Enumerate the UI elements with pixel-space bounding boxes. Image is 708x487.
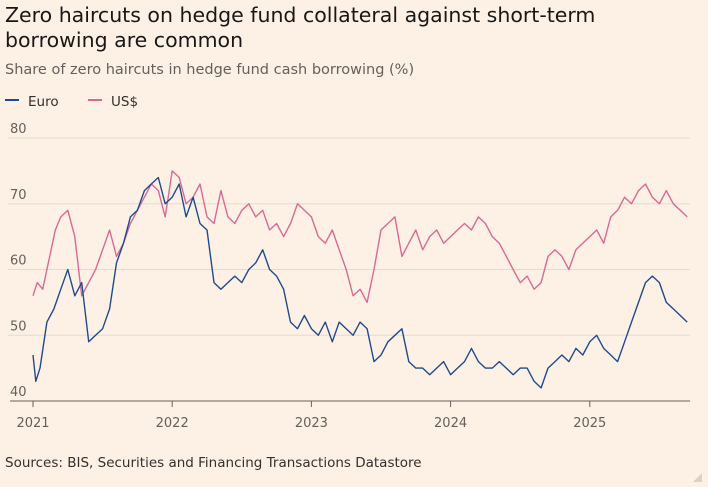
y-tick-label: 70: [10, 188, 27, 203]
x-tick-label: 2025: [573, 416, 606, 431]
x-tick-label: 2021: [16, 416, 49, 431]
legend-swatch-usd: [88, 99, 102, 101]
legend-label-usd: US$: [111, 94, 139, 110]
resize-corner-icon: [693, 473, 702, 482]
y-tick-label: 40: [10, 385, 27, 400]
legend-label-euro: Euro: [28, 94, 59, 110]
x-tick-label: 2022: [156, 416, 189, 431]
chart-subtitle: Share of zero haircuts in hedge fund cas…: [5, 62, 415, 78]
source-note: Sources: BIS, Securities and Financing T…: [5, 455, 422, 471]
x-tick-label: 2023: [295, 416, 328, 431]
chart-title: Zero haircuts on hedge fund collateral a…: [5, 3, 596, 52]
series-line-euro: [32, 176, 688, 389]
y-tick-label: 60: [10, 254, 27, 269]
legend-item-euro: Euro: [5, 94, 59, 110]
legend-item-usd: US$: [88, 94, 138, 110]
series-line-usd: [32, 170, 688, 304]
legend-swatch-euro: [5, 99, 19, 101]
y-tick-label: 50: [10, 319, 27, 334]
y-tick-label: 80: [10, 122, 27, 137]
x-tick-label: 2024: [434, 416, 467, 431]
